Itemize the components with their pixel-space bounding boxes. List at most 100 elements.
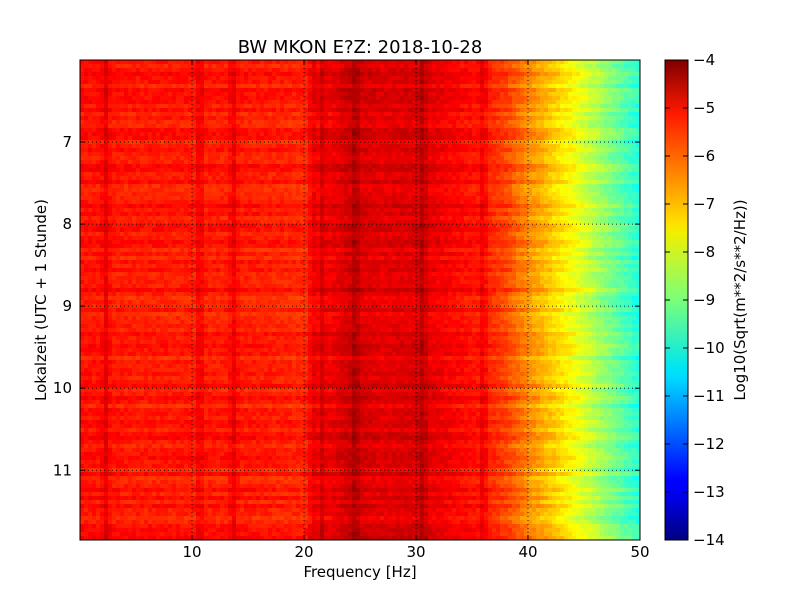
heatmap-cell (152, 80, 157, 85)
heatmap-cell (220, 184, 225, 189)
heatmap-cell (104, 300, 109, 305)
heatmap-cell (152, 180, 157, 185)
heatmap-cell (152, 356, 157, 361)
heatmap-cell (196, 308, 201, 313)
heatmap-cell (212, 60, 217, 65)
heatmap-cell (236, 212, 241, 217)
heatmap-cell (244, 236, 249, 241)
heatmap-cell (112, 288, 117, 293)
heatmap-cell (236, 232, 241, 237)
heatmap-cell (156, 364, 161, 369)
heatmap-cell (240, 148, 245, 153)
heatmap-cell (152, 64, 157, 69)
heatmap-cell (240, 100, 245, 105)
heatmap-cell (152, 248, 157, 253)
heatmap-cell (116, 504, 121, 509)
heatmap-cell (120, 164, 125, 169)
heatmap-cell (140, 504, 145, 509)
heatmap-cell (120, 392, 125, 397)
heatmap-cell (144, 120, 149, 125)
heatmap-cell (208, 452, 213, 457)
heatmap-cell (192, 288, 197, 293)
heatmap-cell (228, 460, 233, 465)
heatmap-cell (172, 196, 177, 201)
heatmap-cell (240, 392, 245, 397)
heatmap-cell (120, 176, 125, 181)
heatmap-cell (168, 296, 173, 301)
heatmap-cell (244, 324, 249, 329)
heatmap-cell (100, 128, 105, 133)
heatmap-cell (208, 356, 213, 361)
heatmap-cell (160, 216, 165, 221)
heatmap-cell (96, 108, 101, 113)
heatmap-cell (200, 532, 205, 537)
heatmap-cell (196, 80, 201, 85)
heatmap-cell (208, 92, 213, 97)
heatmap-cell (188, 500, 193, 505)
heatmap-cell (80, 196, 85, 201)
heatmap-cell (84, 396, 89, 401)
heatmap-cell (172, 500, 177, 505)
heatmap-cell (148, 144, 153, 149)
heatmap-cell (244, 240, 249, 245)
heatmap-cell (188, 244, 193, 249)
heatmap-cell (176, 488, 181, 493)
heatmap-cell (232, 296, 237, 301)
heatmap-cell (128, 300, 133, 305)
heatmap-cell (92, 208, 97, 213)
heatmap-cell (84, 312, 89, 317)
heatmap-cell (232, 516, 237, 521)
heatmap-cell (212, 204, 217, 209)
heatmap-cell (132, 144, 137, 149)
heatmap-cell (104, 332, 109, 337)
heatmap-cell (224, 392, 229, 397)
heatmap-cell (212, 252, 217, 257)
heatmap-cell (104, 400, 109, 405)
heatmap-cell (136, 68, 141, 73)
heatmap-cell (80, 420, 85, 425)
heatmap-cell (108, 320, 113, 325)
heatmap-cell (188, 188, 193, 193)
heatmap-cell (208, 524, 213, 529)
heatmap-cell (152, 376, 157, 381)
heatmap-cell (200, 384, 205, 389)
heatmap-cell (80, 188, 85, 193)
heatmap-cell (220, 392, 225, 397)
heatmap-cell (216, 272, 221, 277)
heatmap-cell (164, 392, 169, 397)
heatmap-cell (160, 524, 165, 529)
heatmap-cell (176, 344, 181, 349)
heatmap-cell (92, 216, 97, 221)
heatmap-cell (184, 500, 189, 505)
heatmap-cell (220, 364, 225, 369)
heatmap-cell (116, 280, 121, 285)
heatmap-cell (124, 276, 129, 281)
heatmap-cell (212, 476, 217, 481)
heatmap-cell (196, 332, 201, 337)
heatmap-cell (244, 272, 249, 277)
heatmap-cell (104, 116, 109, 121)
heatmap-cell (208, 340, 213, 345)
heatmap-cell (200, 408, 205, 413)
heatmap-cell (200, 504, 205, 509)
heatmap-cell (184, 344, 189, 349)
heatmap-cell (152, 76, 157, 81)
heatmap-cell (136, 324, 141, 329)
heatmap-cell (92, 132, 97, 137)
heatmap-cell (212, 248, 217, 253)
heatmap-cell (156, 188, 161, 193)
heatmap-cell (128, 500, 133, 505)
heatmap-cell (108, 340, 113, 345)
heatmap-cell (116, 184, 121, 189)
heatmap-cell (208, 272, 213, 277)
heatmap-cell (172, 312, 177, 317)
heatmap-cell (168, 424, 173, 429)
heatmap-cell (184, 436, 189, 441)
heatmap-cell (196, 244, 201, 249)
heatmap-cell (224, 316, 229, 321)
heatmap-cell (144, 340, 149, 345)
heatmap-cell (236, 152, 241, 157)
heatmap-cell (164, 100, 169, 105)
heatmap-cell (116, 80, 121, 85)
heatmap-cell (124, 372, 129, 377)
